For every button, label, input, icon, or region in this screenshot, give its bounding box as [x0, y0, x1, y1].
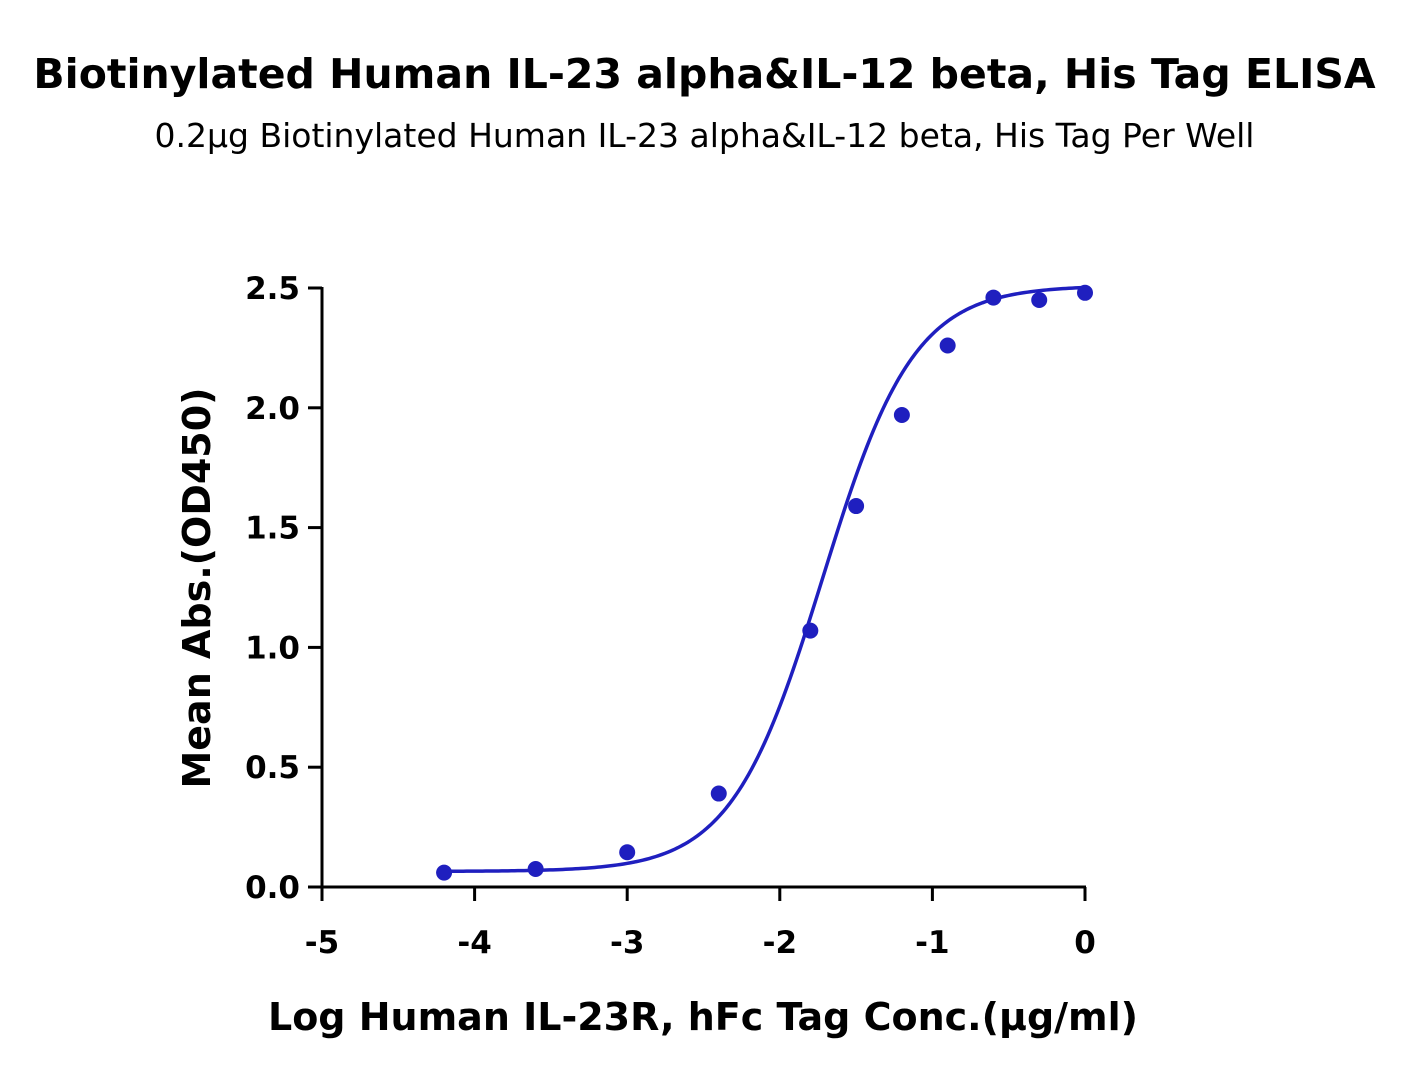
- data-points-layer: [436, 284, 1093, 881]
- x-tick-label-4: -1: [915, 925, 949, 961]
- x-tick-label-1: -4: [457, 925, 491, 961]
- chart-title: Biotinylated Human IL-23 alpha&IL-12 bet…: [33, 50, 1376, 98]
- y-tick-label-2: 1.0: [245, 630, 300, 666]
- x-tick-label-2: -3: [610, 925, 644, 961]
- x-axis-title: Log Human IL-23R, hFc Tag Conc.(μg/ml): [268, 995, 1138, 1039]
- fit-curve-0: [444, 285, 1086, 874]
- data-point-0: [436, 864, 453, 881]
- data-point-1: [527, 861, 544, 878]
- chart-subtitle: 0.2μg Biotinylated Human IL-23 alpha&IL-…: [154, 116, 1255, 155]
- data-point-2: [619, 844, 636, 861]
- data-point-8: [985, 289, 1002, 306]
- y-tick-label-4: 2.0: [245, 391, 300, 427]
- data-point-10: [1077, 284, 1093, 301]
- data-point-9: [1031, 291, 1048, 308]
- y-tick-label-1: 0.5: [245, 750, 300, 786]
- data-point-7: [939, 337, 956, 354]
- data-point-6: [893, 406, 910, 423]
- data-point-5: [848, 498, 865, 515]
- x-tick-label-3: -2: [763, 925, 797, 961]
- y-tick-label-3: 1.5: [245, 511, 300, 547]
- data-point-4: [802, 622, 819, 639]
- fit-curve-layer: [444, 285, 1086, 874]
- x-tick-label-5: 0: [1074, 925, 1096, 961]
- data-point-3: [710, 785, 727, 802]
- x-tick-label-0: -5: [305, 925, 339, 961]
- y-tick-label-0: 0.0: [245, 870, 300, 906]
- axes: 0.0 0.5 1.0 1.5 2.0 2.5 -5 -4 -3 -2 -1 0: [245, 271, 1096, 961]
- y-tick-label-5: 2.5: [245, 271, 300, 307]
- y-axis-title: Mean Abs.(OD450): [175, 387, 219, 788]
